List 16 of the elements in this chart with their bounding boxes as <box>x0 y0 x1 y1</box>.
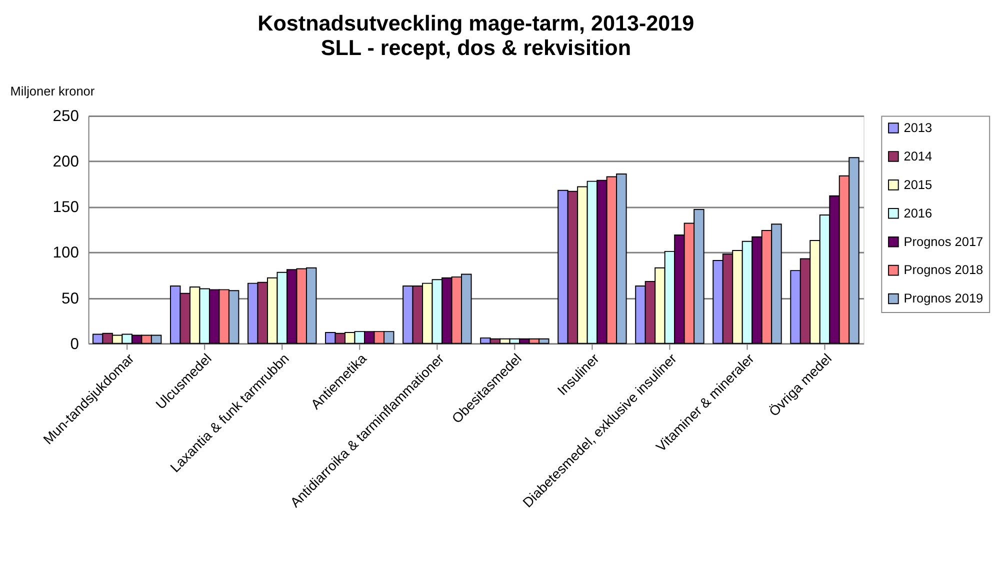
y-tick-label: 150 <box>52 199 80 216</box>
y-tick-label: 200 <box>52 154 80 171</box>
legend-label: 2013 <box>904 120 932 135</box>
legend-label: 2015 <box>904 176 932 192</box>
y-tick-label: 50 <box>62 290 80 308</box>
chart-subtitle: SLL - recept, dos & rekvisition <box>320 34 631 60</box>
y-tick-label: 100 <box>52 244 80 262</box>
legend-label: Prognos 2019 <box>904 290 984 306</box>
legend-label: Prognos 2018 <box>904 262 984 278</box>
y-axis-title: Miljoner kronor <box>10 84 96 99</box>
chart-title: Kostnadsutveckling mage-tarm, 2013-2019 <box>258 10 694 36</box>
y-tick-label: 0 <box>70 336 80 353</box>
legend-label: 2016 <box>904 205 932 220</box>
legend-label: Prognos 2017 <box>904 234 984 249</box>
legend-label: 2014 <box>904 148 932 164</box>
y-tick-label: 250 <box>52 108 80 126</box>
